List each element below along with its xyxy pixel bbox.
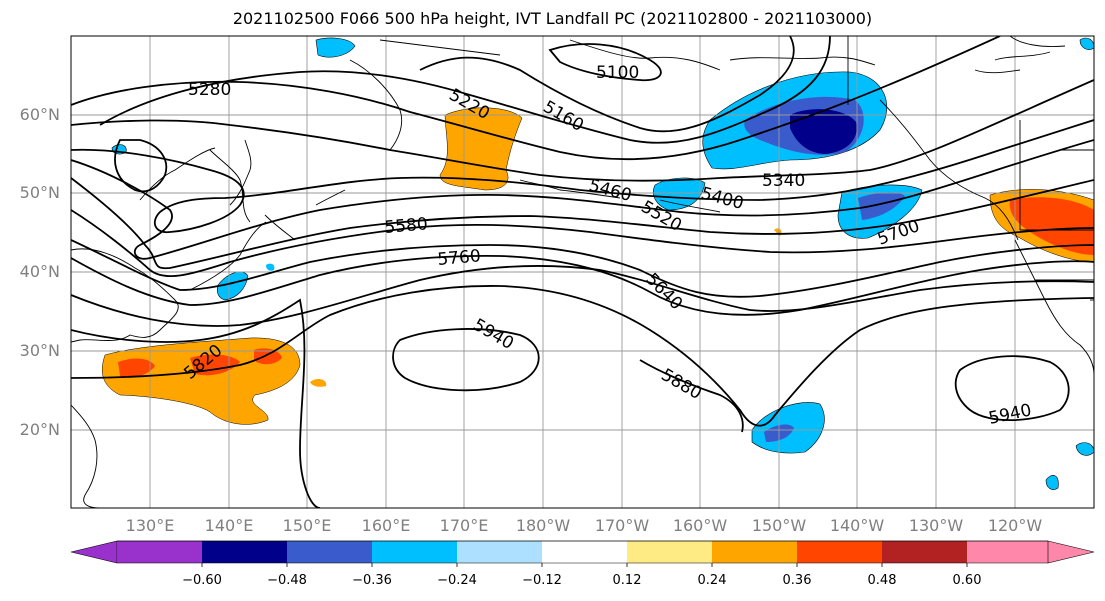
lon-label: 120°W [987,516,1043,535]
height-contours [71,36,1094,508]
colorbar-tick-label: 0.60 [952,573,982,588]
contour-label: 5280 [188,80,231,100]
ivt-positive-subtropical-core3 [254,348,282,365]
colorbar-bin [797,541,882,563]
colorbar-bin [627,541,712,563]
colorbar-bin [882,541,967,563]
map-frame [70,35,1095,509]
lat-label: 30°N [19,341,60,360]
contour-5940-east [954,355,1070,422]
contour-5220 [99,36,831,144]
lon-label: 160°W [672,516,728,535]
colorbar-tick-label: −0.24 [437,573,477,588]
ivt-positive-subtropical-core2 [190,354,240,376]
lat-label: 40°N [19,262,60,281]
ivt-negative-small4 [1079,37,1094,50]
contour-5280 [71,36,1001,161]
contour-5760 [71,265,1094,327]
ivt-positive-oregon-core [1009,197,1094,255]
ivt-negative-small2 [1075,442,1094,456]
ivt-positive-subtropical-core1 [118,358,155,378]
lon-label: 170°W [594,516,650,535]
lat-label: 60°N [19,105,60,124]
contour-5940 [392,328,540,392]
map-title: 2021102500 F066 500 hPa height, IVT Land… [232,9,873,28]
colorbar-bin [967,541,1048,563]
colorbar-bin [542,541,627,563]
lon-label: 160°E [361,516,411,535]
contour-5460 [71,139,1094,260]
ivt-shading [102,37,1094,490]
ivt-negative-nepac-core [858,192,905,220]
contour-5880 [71,298,321,508]
colorbar-bin [457,541,542,563]
contour-5100 [548,43,662,82]
ivt-negative-small3 [1045,475,1059,490]
ivt-negative-small5 [266,263,275,271]
contour-5820 [71,285,1094,427]
colorbar-tick-label: −0.36 [352,573,392,588]
ivt-negative-japan [216,271,249,301]
colorbar-extend-left [70,540,118,564]
contour-5700 [71,254,1094,316]
colorbar-tick-label: −0.60 [182,573,222,588]
colorbar-tick-label: −0.48 [267,573,307,588]
colorbar [70,540,1095,567]
lat-label: 20°N [19,420,60,439]
ivt-positive-small1 [310,379,327,387]
contour-5340-west [114,139,168,193]
lon-label: 150°E [282,516,332,535]
contour-label: 5100 [596,63,639,83]
colorbar-tick-label: 0.24 [697,573,727,588]
colorbar-extend-right [1047,540,1095,564]
colorbar-bin [372,541,457,563]
lon-label: 150°W [751,516,807,535]
colorbar-tick-label: 0.48 [867,573,897,588]
lon-label: 130°W [908,516,964,535]
contour-label: 5340 [762,171,805,191]
lon-label: 130°E [125,516,175,535]
colorbar-tick-label: 0.12 [612,573,642,588]
contour-5160 [419,36,795,133]
contour-5640 [71,239,1094,298]
colorbar-tick-label: −0.12 [522,573,562,588]
contour-5880-east [639,359,744,433]
ivt-negative-alaska-core [790,109,857,154]
lon-label: 140°W [829,516,885,535]
colorbar-bin [117,541,202,563]
contour-5340 [71,79,1094,182]
colorbar-bin [287,541,372,563]
contour-label: 5760 [437,246,482,270]
colorbar-bin [712,541,797,563]
lat-label: 50°N [19,183,60,202]
contour-5580 [71,209,1094,278]
ivt-positive-subtropical [102,337,301,425]
colorbar-bin [202,541,287,563]
lon-label: 170°E [439,516,489,535]
lon-label: 180°W [515,516,571,535]
map-frame-content: 5280 5220 5160 5100 5340 5460 5400 5520 … [71,36,1094,508]
contour-label: 5580 [384,214,429,238]
contour-5520 [71,177,1094,270]
ivt-negative-bering [652,177,706,211]
contour-5400 [71,119,1094,234]
ivt-negative-arctic [315,37,356,58]
lon-label: 140°E [204,516,254,535]
colorbar-tick-label: 0.36 [782,573,812,588]
